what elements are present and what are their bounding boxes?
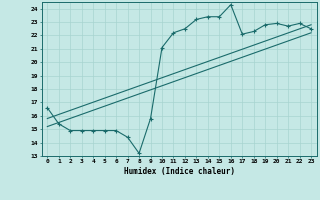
X-axis label: Humidex (Indice chaleur): Humidex (Indice chaleur) [124, 167, 235, 176]
